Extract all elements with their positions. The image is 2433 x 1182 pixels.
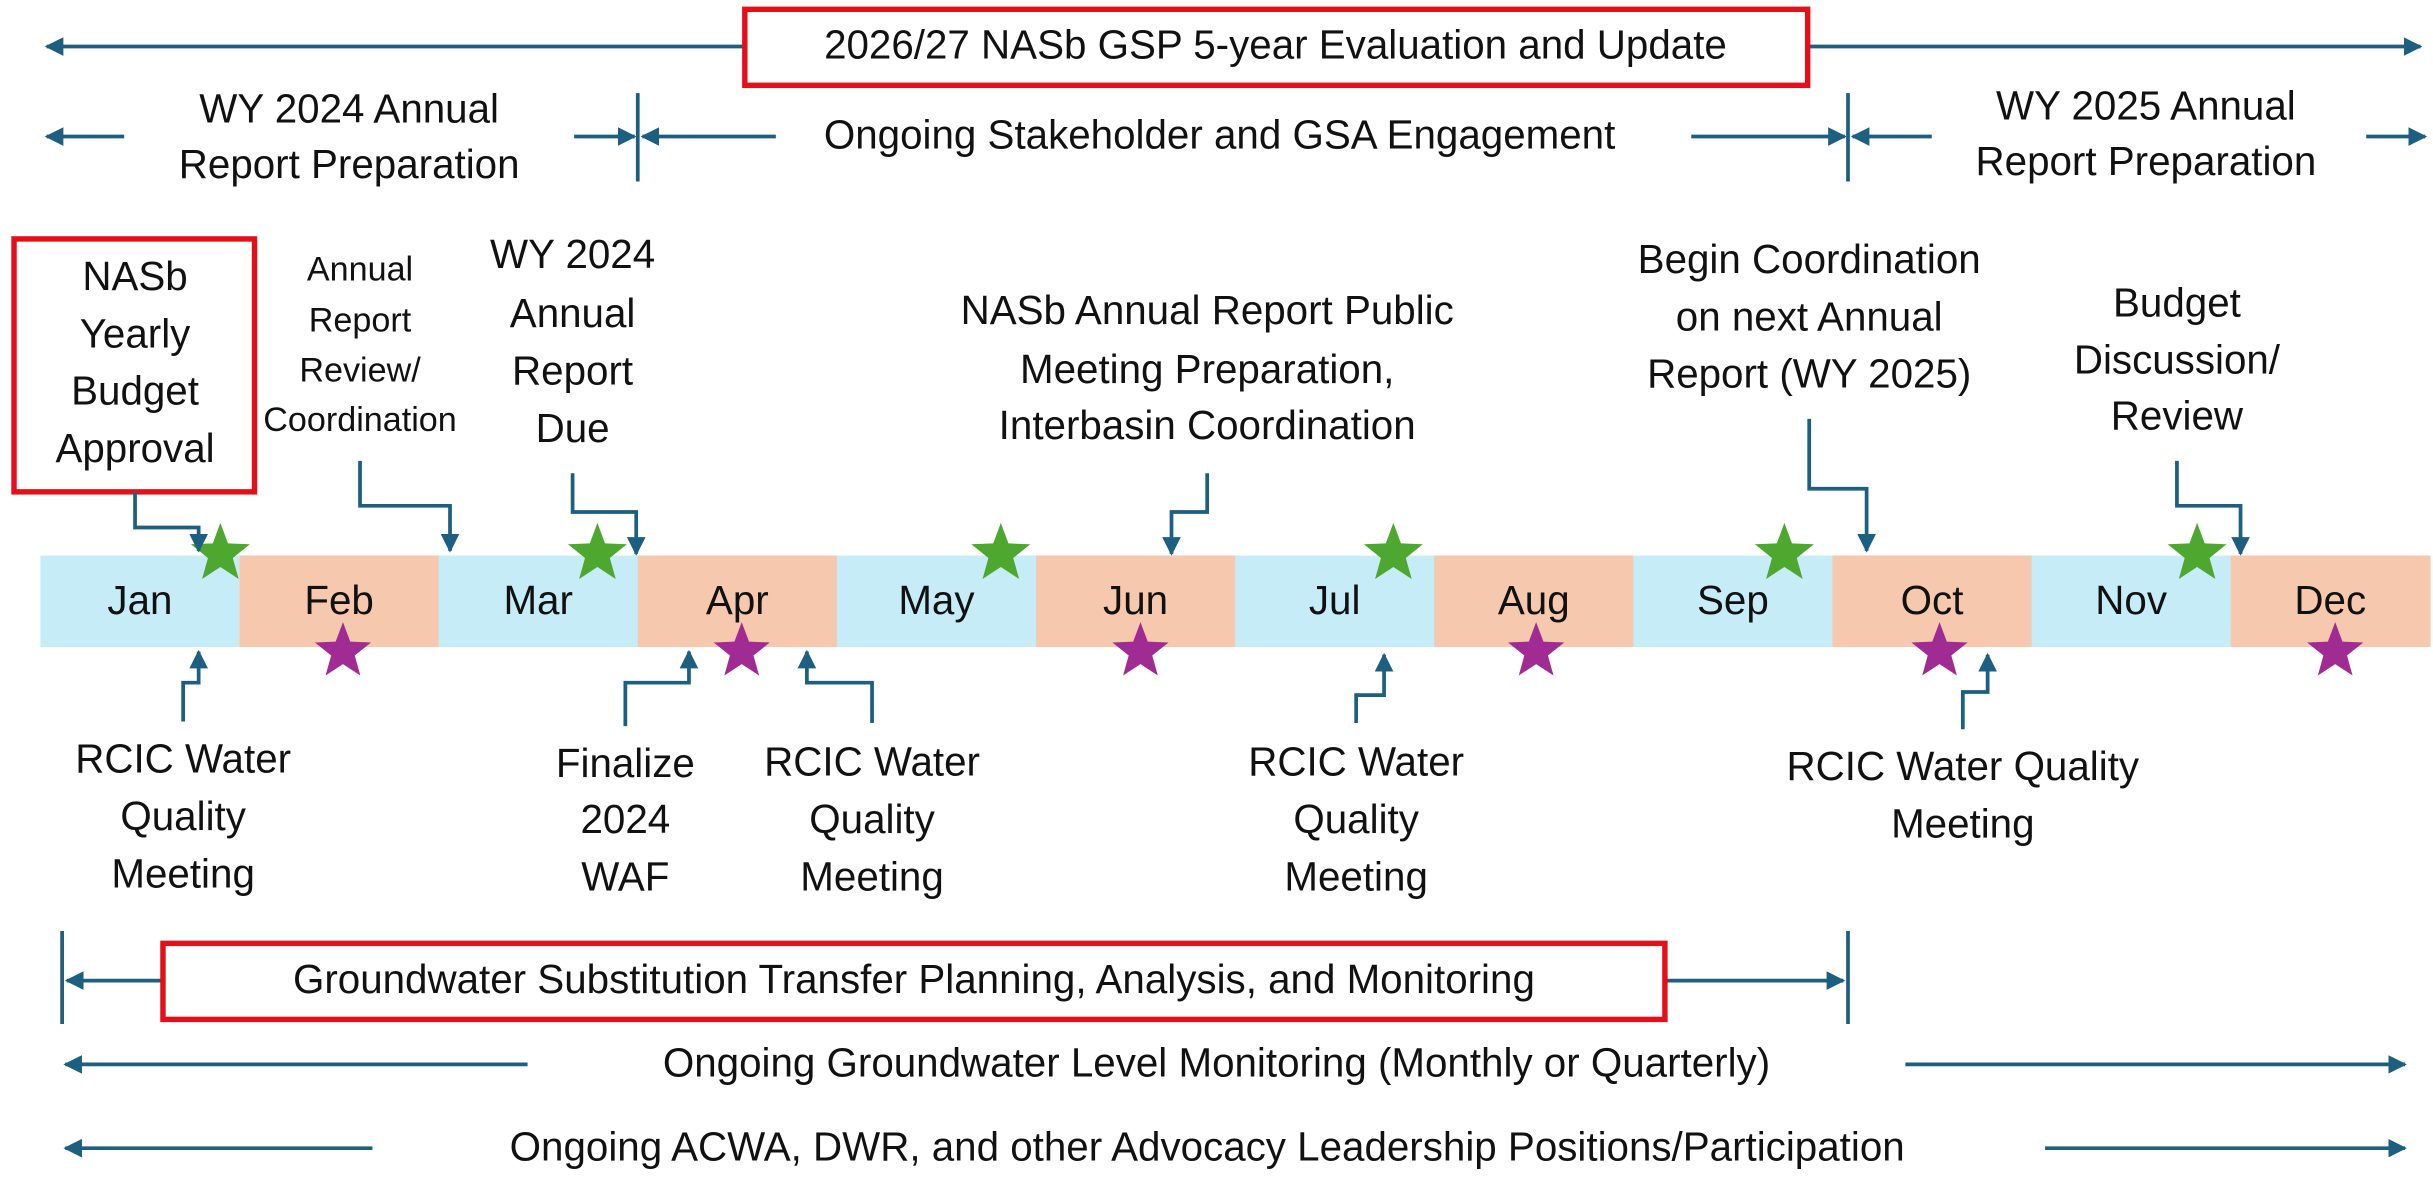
month-label: Jul <box>1309 577 1361 623</box>
bottom-bar-label: Ongoing ACWA, DWR, and other Advocacy Le… <box>510 1123 1905 1169</box>
connector <box>1807 418 1876 553</box>
connector <box>2175 460 2250 556</box>
event-label: Approval <box>55 425 214 471</box>
event-label: Meeting <box>1284 853 1427 899</box>
star <box>314 622 372 676</box>
event-label: Review/ <box>299 351 421 389</box>
month-label: Mar <box>503 577 572 623</box>
month-cell <box>637 555 838 648</box>
bottom-bar-label: Groundwater Substitution Transfer Planni… <box>293 956 1535 1002</box>
event-label: RCIC Water <box>764 739 980 785</box>
event-label: Budget <box>2113 279 2241 325</box>
event-label: on next Annual <box>1676 293 1943 339</box>
event-label: Quality <box>1293 796 1419 842</box>
month-label: Apr <box>706 577 769 623</box>
star <box>1363 522 1423 580</box>
month-cell <box>1832 555 2033 648</box>
connector <box>181 649 208 722</box>
event-label: Interbasin Coordination <box>999 402 1416 448</box>
month-label: Feb <box>304 577 373 623</box>
star <box>1112 622 1169 676</box>
banner-title: 2026/27 NASb GSP 5-year Evaluation and U… <box>824 22 1727 68</box>
event-label: Yearly <box>80 310 191 356</box>
banner-box <box>742 6 1811 89</box>
star <box>190 522 250 580</box>
month-label: Jun <box>1103 577 1168 623</box>
event-label: RCIC Water <box>75 735 291 781</box>
month-label: Jan <box>107 577 172 623</box>
star <box>567 522 627 580</box>
event-label: Quality <box>120 793 246 839</box>
event-label: 2024 <box>580 796 670 842</box>
connector <box>1960 652 1997 730</box>
event-label: NASb Annual Report Public <box>961 287 1454 333</box>
event-label: Meeting Preparation, <box>1020 346 1394 392</box>
month-cell <box>1035 555 1236 648</box>
event-label: Finalize <box>556 740 695 786</box>
connector <box>623 649 699 727</box>
phase-label: Ongoing Stakeholder and GSA Engagement <box>824 112 1615 158</box>
month-label: Sep <box>1697 577 1769 623</box>
phase-label: Report Preparation <box>1976 138 2317 184</box>
month-cell <box>836 555 1037 648</box>
star <box>2167 522 2227 580</box>
event-label: Begin Coordination <box>1638 236 1981 282</box>
transfer-box <box>160 940 1668 1023</box>
month-label: Oct <box>1901 577 1964 623</box>
event-label: Due <box>536 405 610 451</box>
connector <box>1354 652 1394 724</box>
event-label: WY 2024 <box>490 231 655 277</box>
event-label: Report (WY 2025) <box>1647 351 1971 397</box>
event-label: Meeting <box>1891 801 2034 847</box>
month-label: Dec <box>2294 577 2366 623</box>
event-label: Annual <box>307 251 413 289</box>
event-label: RCIC Water <box>1248 739 1464 785</box>
budget-box <box>11 236 258 495</box>
connector <box>133 491 208 553</box>
connector <box>358 460 460 553</box>
connector <box>1162 473 1210 556</box>
event-label: Annual <box>510 290 636 336</box>
month-cell <box>2031 555 2232 648</box>
star <box>1911 622 1968 676</box>
event-label: Quality <box>809 796 935 842</box>
star <box>2307 622 2364 676</box>
phase-label: WY 2025 Annual <box>1996 82 2296 128</box>
event-label: Coordination <box>263 401 457 439</box>
month-cell <box>2230 555 2431 648</box>
star <box>1508 622 1565 676</box>
event-label: Discussion/ <box>2074 337 2281 383</box>
event-label: Meeting <box>111 850 254 896</box>
event-label: Meeting <box>800 853 943 899</box>
month-label: Nov <box>2095 577 2168 623</box>
connector <box>570 473 646 556</box>
event-label: RCIC Water Quality <box>1787 743 2140 789</box>
connector <box>797 649 874 724</box>
event-label: Report <box>309 302 412 340</box>
star <box>1754 522 1814 580</box>
event-label: Budget <box>71 368 199 414</box>
phase-label: Report Preparation <box>179 141 520 187</box>
month-label: May <box>898 577 975 623</box>
event-label: Report <box>512 348 633 394</box>
event-label: NASb <box>82 253 187 299</box>
star <box>713 622 770 676</box>
phase-label: WY 2024 Annual <box>199 85 499 131</box>
event-label: Review <box>2111 393 2244 439</box>
month-label: Aug <box>1498 577 1570 623</box>
bottom-bar-label: Ongoing Groundwater Level Monitoring (Mo… <box>663 1040 1770 1086</box>
star <box>971 522 1031 580</box>
event-label: WAF <box>581 853 669 899</box>
